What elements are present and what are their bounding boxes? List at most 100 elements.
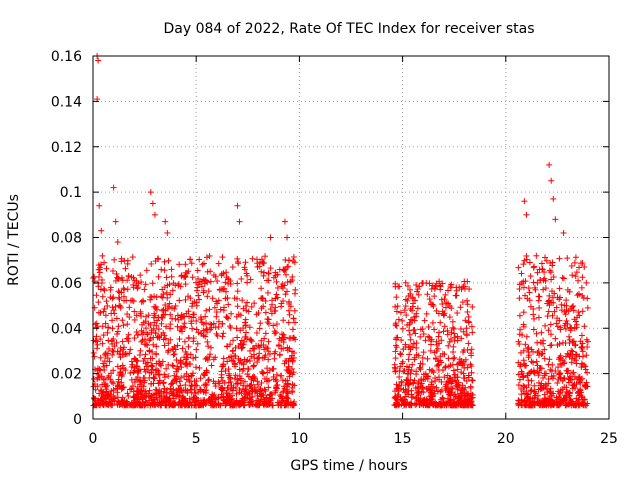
- data-point: [402, 279, 409, 286]
- data-point: [140, 297, 147, 304]
- data-point: [118, 386, 125, 393]
- data-point: [203, 369, 210, 376]
- data-point: [518, 368, 525, 375]
- x-tick-label: 0: [89, 431, 98, 447]
- data-point: [140, 383, 147, 390]
- data-point: [281, 218, 288, 225]
- data-point: [111, 256, 118, 263]
- data-point: [523, 256, 530, 263]
- data-point: [177, 358, 184, 365]
- data-point: [114, 239, 121, 246]
- data-point: [283, 387, 290, 394]
- data-point: [153, 343, 160, 350]
- data-point: [170, 363, 177, 370]
- data-point: [135, 393, 142, 400]
- data-point: [168, 266, 175, 273]
- data-point: [285, 263, 292, 270]
- data-point: [188, 373, 195, 380]
- data-point: [232, 372, 239, 379]
- data-point: [248, 303, 255, 310]
- data-point: [198, 316, 205, 323]
- data-point: [155, 333, 162, 340]
- data-point: [183, 310, 190, 317]
- data-point: [451, 330, 458, 337]
- data-point: [192, 364, 199, 371]
- data-point: [148, 362, 155, 369]
- data-point: [526, 289, 533, 296]
- data-point: [234, 202, 241, 209]
- data-point: [178, 364, 185, 371]
- data-point: [152, 303, 159, 310]
- data-point: [95, 299, 102, 306]
- data-point: [194, 267, 201, 274]
- data-point: [396, 373, 403, 380]
- data-point: [268, 301, 275, 308]
- data-point: [125, 338, 132, 345]
- data-point: [454, 366, 461, 373]
- data-point: [154, 396, 161, 403]
- data-point: [516, 285, 523, 292]
- data-point: [426, 386, 433, 393]
- data-point: [457, 304, 464, 311]
- data-point: [223, 390, 230, 397]
- data-point: [162, 311, 169, 318]
- data-point: [528, 368, 535, 375]
- data-point: [119, 317, 126, 324]
- data-point: [142, 281, 149, 288]
- data-point: [566, 396, 573, 403]
- data-point: [528, 388, 535, 395]
- data-points: [90, 53, 591, 409]
- data-point: [120, 399, 127, 406]
- data-point: [433, 338, 440, 345]
- data-point: [155, 326, 162, 333]
- data-point: [547, 259, 554, 266]
- data-point: [172, 401, 179, 408]
- data-point: [158, 266, 165, 273]
- data-point: [215, 323, 222, 330]
- data-point: [542, 382, 549, 389]
- y-tick-label: 0.04: [51, 321, 82, 337]
- data-point: [95, 273, 102, 280]
- data-point: [199, 261, 206, 268]
- data-point: [533, 330, 540, 337]
- data-point: [546, 292, 553, 299]
- data-point: [259, 387, 266, 394]
- data-point: [148, 394, 155, 401]
- data-point: [117, 365, 124, 372]
- data-point: [160, 380, 167, 387]
- data-point: [415, 379, 422, 386]
- data-point: [262, 309, 269, 316]
- data-point: [245, 366, 252, 373]
- data-point: [577, 338, 584, 345]
- data-point: [572, 318, 579, 325]
- data-point: [160, 291, 167, 298]
- data-point: [159, 358, 166, 365]
- data-point: [265, 338, 272, 345]
- data-point: [428, 379, 435, 386]
- data-point: [181, 324, 188, 331]
- data-point: [95, 57, 102, 64]
- data-point: [181, 354, 188, 361]
- data-point: [435, 358, 442, 365]
- data-point: [222, 402, 229, 409]
- data-point: [392, 355, 399, 362]
- data-point: [244, 299, 251, 306]
- data-point: [520, 261, 527, 268]
- data-point: [111, 395, 118, 402]
- data-point: [101, 259, 108, 266]
- data-point: [257, 392, 264, 399]
- data-point: [567, 376, 574, 383]
- data-point: [441, 351, 448, 358]
- data-point: [169, 287, 176, 294]
- data-point: [100, 332, 107, 339]
- data-point: [403, 312, 410, 319]
- data-point: [524, 372, 531, 379]
- data-point: [110, 380, 117, 387]
- data-point: [142, 313, 149, 320]
- data-point: [524, 295, 531, 302]
- data-point: [461, 364, 468, 371]
- data-point: [238, 360, 245, 367]
- data-point: [536, 266, 543, 273]
- data-point: [205, 376, 212, 383]
- data-point: [567, 351, 574, 358]
